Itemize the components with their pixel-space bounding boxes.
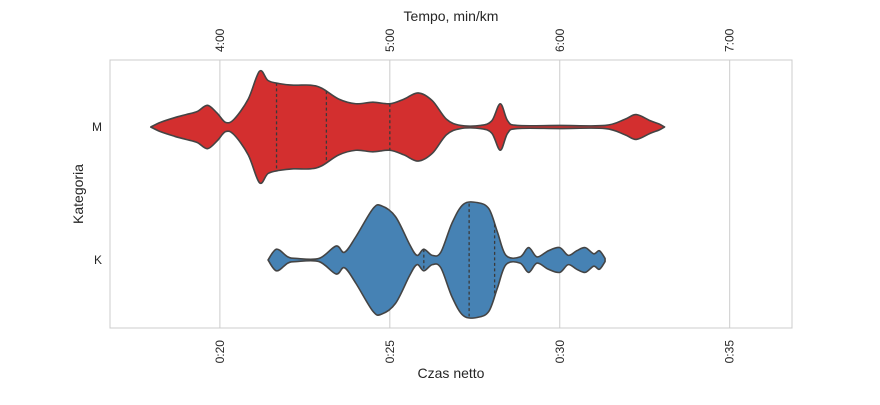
x-tick-labels: 0:20 0:25 0:30 0:35	[213, 340, 737, 364]
top-tick-label: 4:00	[213, 28, 227, 52]
y-tick-label: M	[92, 120, 102, 134]
top-tick-labels: 4:00 5:00 6:00 7:00	[213, 28, 737, 52]
x-tick-label: 0:35	[723, 340, 737, 364]
top-tick-label: 6:00	[553, 28, 567, 52]
x-tick-label: 0:20	[213, 340, 227, 364]
y-axis-title: Kategoria	[70, 164, 86, 224]
top-axis-title: Tempo, min/km	[404, 8, 499, 24]
x-tick-label: 0:25	[383, 340, 397, 364]
violin-m	[149, 69, 666, 185]
top-tick-label: 7:00	[723, 28, 737, 52]
violins	[149, 69, 666, 319]
x-tick-label: 0:30	[553, 340, 567, 364]
violin-k	[267, 201, 606, 319]
top-tick-label: 5:00	[383, 28, 397, 52]
x-axis-title: Czas netto	[418, 365, 485, 381]
y-tick-label: K	[94, 253, 102, 267]
y-tick-labels: MK	[92, 120, 102, 267]
